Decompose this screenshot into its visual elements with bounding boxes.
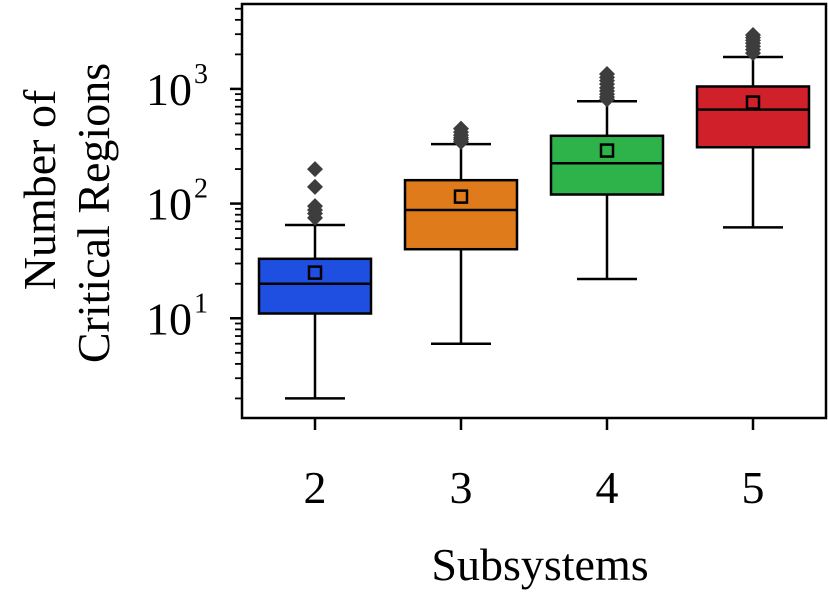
box-group-4	[549, 65, 665, 281]
outlier-point	[599, 65, 615, 82]
outlier-point	[745, 27, 761, 44]
outlier-point	[307, 178, 323, 195]
mean-marker	[307, 265, 323, 280]
mean-marker	[453, 189, 469, 204]
y-tick-exponent: 1	[194, 288, 208, 319]
y-tick-exponent: 3	[194, 59, 208, 90]
iqr-box	[257, 257, 373, 315]
x-tick-label: 5	[742, 462, 765, 513]
outlier-point	[307, 161, 323, 178]
y-axis-title-line-1: Number of	[14, 89, 65, 290]
x-tick-label: 4	[596, 462, 619, 513]
x-tick-label: 2	[304, 462, 327, 513]
boxes	[257, 27, 811, 400]
y-tick-exponent: 2	[194, 174, 208, 205]
box-group-2	[257, 161, 373, 400]
x-axis-title: Subsystems	[431, 539, 648, 590]
y-axis-title-line-2: Critical Regions	[68, 63, 119, 363]
y-tick-label: 10	[146, 179, 192, 230]
mean-marker	[745, 95, 761, 110]
x-tick-label: 3	[450, 462, 473, 513]
outlier-point	[453, 120, 469, 137]
box-group-5	[695, 27, 811, 229]
axes: 10 110 210 32 3 4 5	[146, 2, 828, 513]
mean-marker	[599, 143, 615, 158]
outlier-point	[307, 198, 323, 215]
y-tick-label: 10	[146, 293, 192, 344]
box-group-3	[403, 120, 519, 345]
y-tick-label: 10	[146, 64, 192, 115]
iqr-box	[403, 178, 519, 251]
plot-frame	[240, 2, 828, 420]
